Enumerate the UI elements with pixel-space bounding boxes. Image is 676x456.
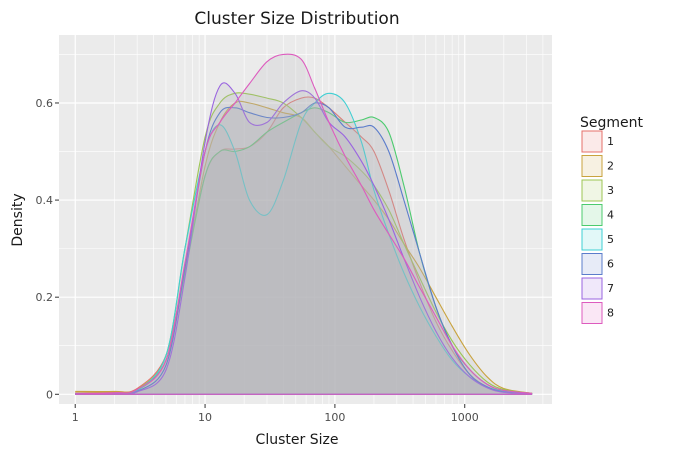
density-area-segment-5 <box>75 93 533 395</box>
y-tick-label: 0 <box>46 388 53 401</box>
legend-label-8: 8 <box>607 307 614 320</box>
legend-label-2: 2 <box>607 160 614 173</box>
legend-key-3 <box>581 179 603 202</box>
legend-key-7 <box>581 277 603 300</box>
density-line-segment-5 <box>75 92 533 395</box>
density-line-segment-8 <box>75 53 533 395</box>
density-area-segment-4 <box>75 107 533 395</box>
legend-label-1: 1 <box>607 135 614 148</box>
chart-title: Cluster Size Distribution <box>194 9 399 29</box>
legend-key-2 <box>581 155 603 177</box>
y-axis-title: Density <box>10 193 26 246</box>
density-area-segment-7 <box>75 82 533 395</box>
plot-panel <box>59 35 552 404</box>
density-area-segment-2 <box>75 101 533 395</box>
legend-key-1 <box>581 130 603 153</box>
density-line-segment-7 <box>75 82 533 395</box>
x-tick-label: 1000 <box>451 411 479 424</box>
legend-label-4: 4 <box>607 209 614 222</box>
legend-key-8 <box>581 302 603 324</box>
x-axis-title: Cluster Size <box>256 432 339 448</box>
legend: Segment 1 2 3 4 5 6 7 8 <box>580 115 644 324</box>
density-area-segment-6 <box>75 102 533 395</box>
axes: 1 10 100 1000 0 0.2 0.4 0.6 <box>36 97 479 424</box>
density-area-segment-8 <box>75 54 533 395</box>
x-tick-label: 100 <box>324 411 345 424</box>
x-tick-label: 10 <box>198 411 212 424</box>
y-tick-label: 0.2 <box>36 291 54 304</box>
density-area-segment-1 <box>75 96 533 395</box>
legend-key-4 <box>581 204 603 226</box>
legend-title: Segment <box>580 115 644 131</box>
legend-key-5 <box>581 228 603 251</box>
density-series <box>75 53 533 395</box>
x-tick-label: 1 <box>72 411 79 424</box>
legend-key-6 <box>581 253 603 275</box>
legend-label-3: 3 <box>607 184 614 197</box>
legend-label-7: 7 <box>607 282 614 295</box>
legend-label-5: 5 <box>607 233 614 246</box>
legend-label-6: 6 <box>607 258 614 271</box>
y-tick-label: 0.6 <box>36 97 54 110</box>
y-tick-label: 0.4 <box>36 194 54 207</box>
density-area-segment-3 <box>75 92 533 395</box>
